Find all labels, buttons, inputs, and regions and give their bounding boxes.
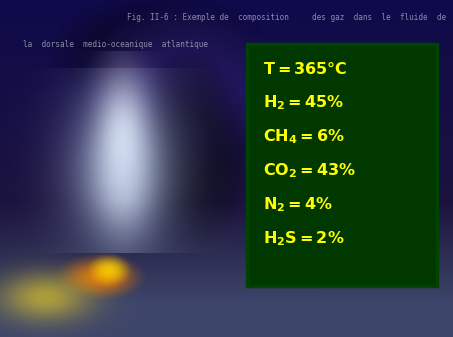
- Text: $\mathbf{CH_4 = 6\%}$: $\mathbf{CH_4 = 6\%}$: [263, 128, 345, 146]
- Text: $\mathbf{CO_2 = 43\%}$: $\mathbf{CO_2 = 43\%}$: [263, 162, 356, 180]
- Text: $\mathbf{H_2S = 2\%}$: $\mathbf{H_2S = 2\%}$: [263, 229, 344, 248]
- Text: la  dorsale  medio-oceanique  atlantique: la dorsale medio-oceanique atlantique: [23, 40, 207, 50]
- Text: $\mathbf{N_2 = 4\%}$: $\mathbf{N_2 = 4\%}$: [263, 196, 333, 214]
- Text: Fig. II-6 : Exemple de  composition     des gaz  dans  le  fluide  de  Rainbow  : Fig. II-6 : Exemple de composition des g…: [127, 13, 453, 23]
- Text: $\mathbf{T = 365°C}$: $\mathbf{T = 365°C}$: [263, 61, 347, 77]
- Text: $\mathbf{H_2 = 45\%}$: $\mathbf{H_2 = 45\%}$: [263, 94, 344, 113]
- FancyBboxPatch shape: [247, 44, 437, 286]
